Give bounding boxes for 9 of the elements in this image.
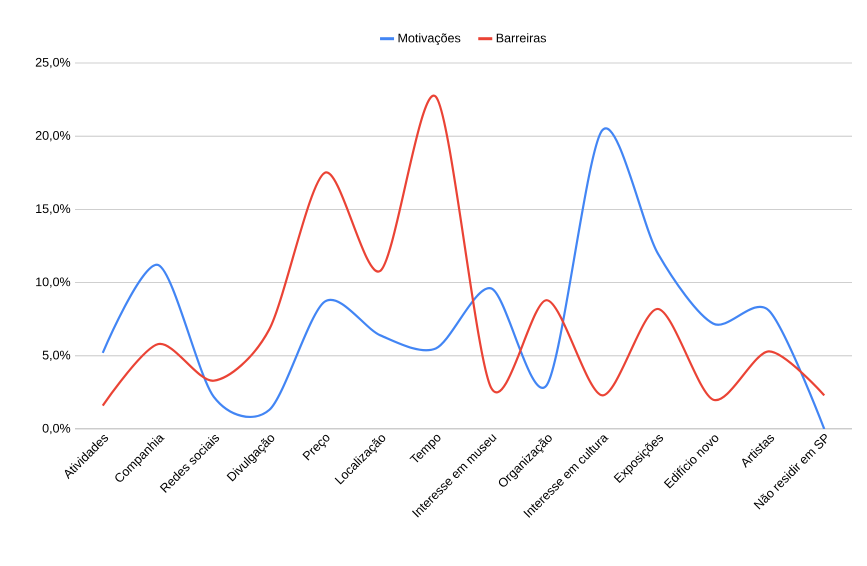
y-tick-label: 20,0% (36, 131, 70, 142)
y-tick-label: 5,0% (42, 350, 70, 361)
legend-label: Motivações (398, 33, 460, 45)
y-tick-label: 0,0% (42, 424, 70, 434)
line-series (102, 96, 826, 407)
y-tick-label: 10,0% (36, 277, 70, 288)
y-tick-label: 25,0% (36, 58, 70, 68)
legend-label: Barreiras (496, 33, 546, 42)
y-tick-label: 15,0% (36, 204, 70, 215)
